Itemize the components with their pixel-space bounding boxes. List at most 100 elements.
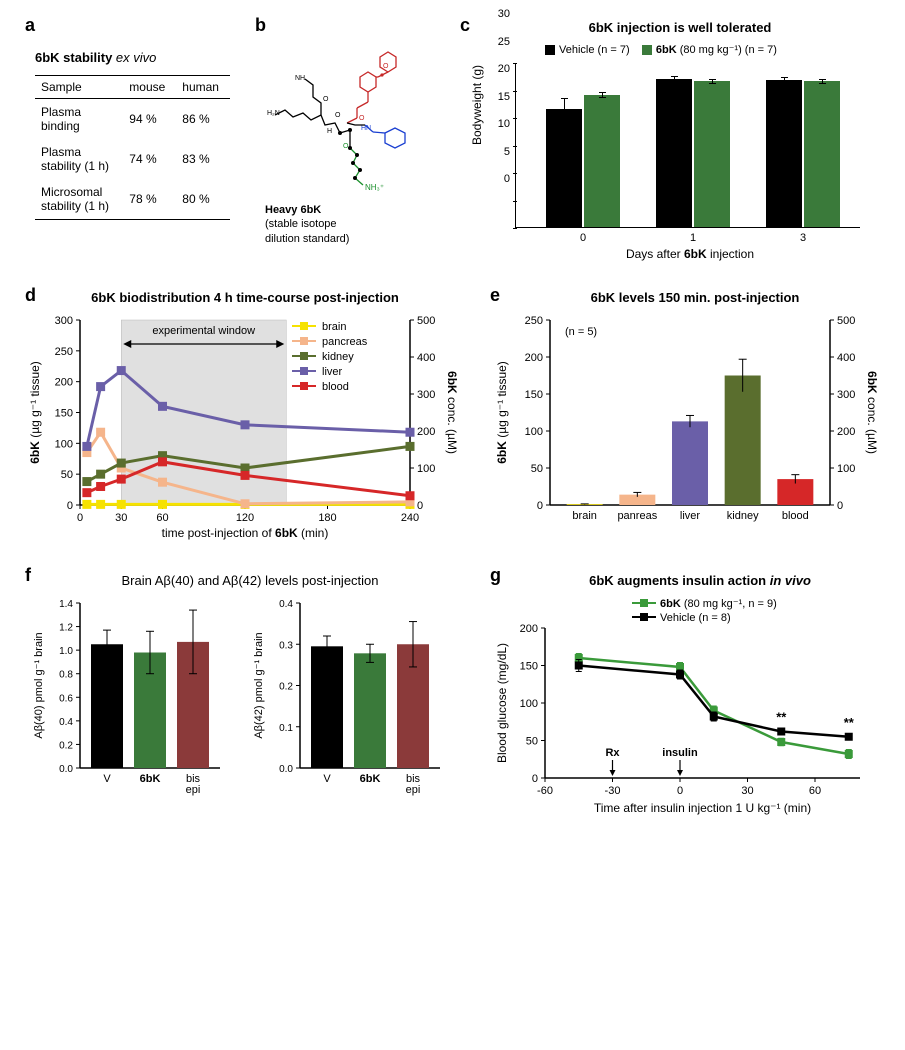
panel-c-label: c — [460, 15, 470, 36]
svg-text:0.1: 0.1 — [279, 723, 293, 734]
svg-text:-60: -60 — [537, 785, 553, 797]
svg-text:panreas: panreas — [617, 510, 657, 522]
svg-text:O: O — [383, 63, 389, 70]
svg-text:180: 180 — [318, 512, 336, 524]
svg-text:0: 0 — [417, 500, 423, 512]
svg-text:NH: NH — [295, 75, 305, 82]
svg-text:0: 0 — [77, 512, 83, 524]
svg-text:150: 150 — [520, 661, 538, 673]
svg-text:Rx: Rx — [605, 747, 620, 759]
svg-text:60: 60 — [809, 785, 821, 797]
svg-text:400: 400 — [837, 352, 855, 364]
svg-text:NH₃⁺: NH₃⁺ — [365, 183, 384, 192]
svg-text:epi: epi — [406, 784, 421, 796]
svg-text:400: 400 — [417, 352, 435, 364]
svg-text:250: 250 — [525, 315, 543, 327]
panel-d-chart: 0501001502002503000100200300400500030601… — [25, 310, 465, 545]
svg-text:200: 200 — [55, 377, 73, 389]
panel-c-xlabel: Days after 6bK injection — [560, 247, 820, 261]
panel-g: g 6bK augments insulin action in vivo 05… — [490, 565, 890, 835]
th-sample: Sample — [35, 76, 123, 99]
svg-text:200: 200 — [417, 426, 435, 438]
panel-g-label: g — [490, 565, 501, 586]
svg-text:120: 120 — [236, 512, 254, 524]
panel-f-label: f — [25, 565, 31, 586]
svg-text:-30: -30 — [605, 785, 621, 797]
panel-a-label: a — [25, 15, 35, 36]
panel-e-label: e — [490, 285, 500, 306]
svg-text:200: 200 — [520, 623, 538, 635]
svg-text:H: H — [327, 128, 332, 135]
svg-text:100: 100 — [837, 463, 855, 475]
legend-vehicle: Vehicle (n = 7) — [559, 44, 630, 56]
svg-text:O: O — [335, 112, 341, 119]
panel-c: c 6bK injection is well tolerated Vehicl… — [460, 15, 880, 265]
svg-text:Time after insulin injection 1: Time after insulin injection 1 U kg⁻¹ (m… — [594, 801, 811, 815]
svg-text:200: 200 — [837, 426, 855, 438]
svg-text:0.8: 0.8 — [59, 670, 73, 681]
svg-text:0.4: 0.4 — [279, 599, 293, 610]
panel-b-caption: Heavy 6bK(stable isotopedilution standar… — [265, 203, 349, 246]
panel-f-title: Brain Aβ(40) and Aβ(42) levels post-inje… — [75, 573, 425, 588]
svg-text:0.2: 0.2 — [279, 682, 293, 693]
svg-text:300: 300 — [417, 389, 435, 401]
svg-text:brain: brain — [572, 510, 596, 522]
svg-text:blood: blood — [322, 381, 349, 393]
svg-text:0.6: 0.6 — [59, 693, 73, 704]
legend-6bk: 6bK (80 mg kg⁻¹) (n = 7) — [656, 44, 777, 56]
svg-text:HN: HN — [361, 125, 371, 132]
panel-d-label: d — [25, 285, 36, 306]
svg-text:0.4: 0.4 — [59, 717, 73, 728]
panel-g-chart: 050100150200-60-3003060Rxinsulin****6bK … — [490, 593, 890, 833]
svg-text:0.3: 0.3 — [279, 640, 293, 651]
svg-text:200: 200 — [525, 352, 543, 364]
svg-text:6bK: 6bK — [360, 773, 381, 785]
svg-text:50: 50 — [531, 463, 543, 475]
panel-e-title: 6bK levels 150 min. post-injection — [530, 290, 860, 305]
svg-text:kidney: kidney — [727, 510, 759, 522]
svg-text:50: 50 — [526, 736, 538, 748]
panel-e-chart: 0501001502002500100200300400500brainpanr… — [490, 310, 890, 545]
svg-text:time post-injection of 6bK (mi: time post-injection of 6bK (min) — [162, 526, 329, 540]
svg-text:300: 300 — [837, 389, 855, 401]
svg-text:6bK conc. (µM): 6bK conc. (µM) — [445, 371, 459, 454]
table-cell: 86 % — [176, 99, 230, 140]
svg-text:0.0: 0.0 — [279, 764, 293, 775]
svg-text:0: 0 — [837, 500, 843, 512]
svg-text:Aβ(40) pmol g⁻¹ brain: Aβ(40) pmol g⁻¹ brain — [33, 632, 45, 738]
svg-text:150: 150 — [525, 389, 543, 401]
table-cell: 83 % — [176, 139, 230, 179]
panel-e: e 6bK levels 150 min. post-injection 0 50… — [490, 285, 890, 545]
panel-d-title: 6bK biodistribution 4 h time-course post… — [75, 290, 415, 305]
svg-text:500: 500 — [417, 315, 435, 327]
svg-text:1.4: 1.4 — [59, 599, 73, 610]
svg-text:insulin: insulin — [662, 747, 698, 759]
svg-text:O: O — [359, 115, 365, 122]
svg-text:50: 50 — [61, 469, 73, 481]
table-cell: 78 % — [123, 179, 176, 220]
stability-table: Sample mouse human Plasmabinding94 %86 %… — [35, 75, 230, 220]
svg-text:6bK conc. (µM): 6bK conc. (µM) — [865, 371, 879, 454]
panel-d: d 6bK biodistribution 4 h time-course po… — [25, 285, 465, 545]
heavy-6bk-structure: O O HN NH₃⁺ O H₂N NH O H O — [265, 45, 420, 195]
panel-g-title: 6bK augments insulin action in vivo — [530, 573, 870, 588]
svg-text:60: 60 — [156, 512, 168, 524]
svg-text:pancreas: pancreas — [322, 336, 368, 348]
svg-text:O: O — [323, 96, 329, 103]
svg-text:0.0: 0.0 — [59, 764, 73, 775]
svg-text:brain: brain — [322, 321, 346, 333]
svg-text:(n = 5): (n = 5) — [565, 326, 597, 338]
panel-c-chart — [515, 63, 860, 228]
svg-text:O: O — [343, 143, 349, 150]
th-human: human — [176, 76, 230, 99]
svg-text:0: 0 — [67, 500, 73, 512]
svg-text:500: 500 — [837, 315, 855, 327]
svg-text:30: 30 — [115, 512, 127, 524]
svg-text:epi: epi — [186, 784, 201, 796]
svg-text:Vehicle (n = 8): Vehicle (n = 8) — [660, 612, 731, 624]
svg-text:0: 0 — [537, 500, 543, 512]
svg-text:kidney: kidney — [322, 351, 354, 363]
svg-text:300: 300 — [55, 315, 73, 327]
svg-text:6bK (80 mg kg⁻¹, n = 9): 6bK (80 mg kg⁻¹, n = 9) — [660, 598, 777, 610]
svg-text:1.2: 1.2 — [59, 623, 73, 634]
